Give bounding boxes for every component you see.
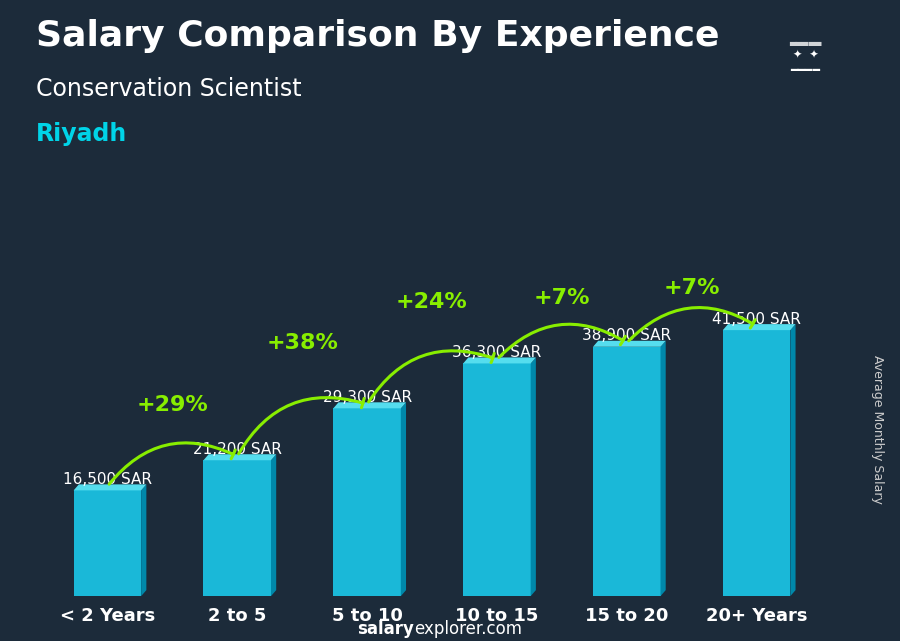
Text: 36,300 SAR: 36,300 SAR xyxy=(453,345,542,360)
Text: 29,300 SAR: 29,300 SAR xyxy=(322,390,411,405)
Polygon shape xyxy=(333,403,406,408)
Text: salary: salary xyxy=(357,620,414,638)
Text: 21,200 SAR: 21,200 SAR xyxy=(193,442,282,457)
Text: +24%: +24% xyxy=(396,292,468,312)
Text: Conservation Scientist: Conservation Scientist xyxy=(36,77,302,101)
Bar xyxy=(74,490,141,596)
Bar xyxy=(333,408,400,596)
Text: ▄▄▄▄▄: ▄▄▄▄▄ xyxy=(789,37,822,46)
Polygon shape xyxy=(400,403,406,596)
Bar xyxy=(723,330,790,596)
Bar xyxy=(464,363,531,596)
Text: ━━━━: ━━━━ xyxy=(790,64,821,77)
Text: Riyadh: Riyadh xyxy=(36,122,127,146)
Text: +7%: +7% xyxy=(663,278,720,299)
Polygon shape xyxy=(74,485,147,490)
Text: 41,500 SAR: 41,500 SAR xyxy=(712,312,801,327)
Polygon shape xyxy=(271,454,276,596)
Text: Average Monthly Salary: Average Monthly Salary xyxy=(871,355,884,504)
Text: +29%: +29% xyxy=(137,395,208,415)
Polygon shape xyxy=(661,341,666,596)
Polygon shape xyxy=(531,358,536,596)
Text: +7%: +7% xyxy=(534,288,590,308)
Polygon shape xyxy=(141,485,147,596)
Polygon shape xyxy=(464,358,536,363)
Text: 16,500 SAR: 16,500 SAR xyxy=(63,472,152,487)
Polygon shape xyxy=(790,324,796,596)
Text: +38%: +38% xyxy=(266,333,338,353)
Bar xyxy=(593,347,661,596)
Text: Salary Comparison By Experience: Salary Comparison By Experience xyxy=(36,19,719,53)
Bar xyxy=(203,460,271,596)
Polygon shape xyxy=(723,324,796,330)
Text: 38,900 SAR: 38,900 SAR xyxy=(582,328,671,344)
Polygon shape xyxy=(593,341,666,347)
Polygon shape xyxy=(203,454,276,460)
Text: explorer.com: explorer.com xyxy=(414,620,522,638)
Text: ✦  ✦: ✦ ✦ xyxy=(793,49,818,60)
